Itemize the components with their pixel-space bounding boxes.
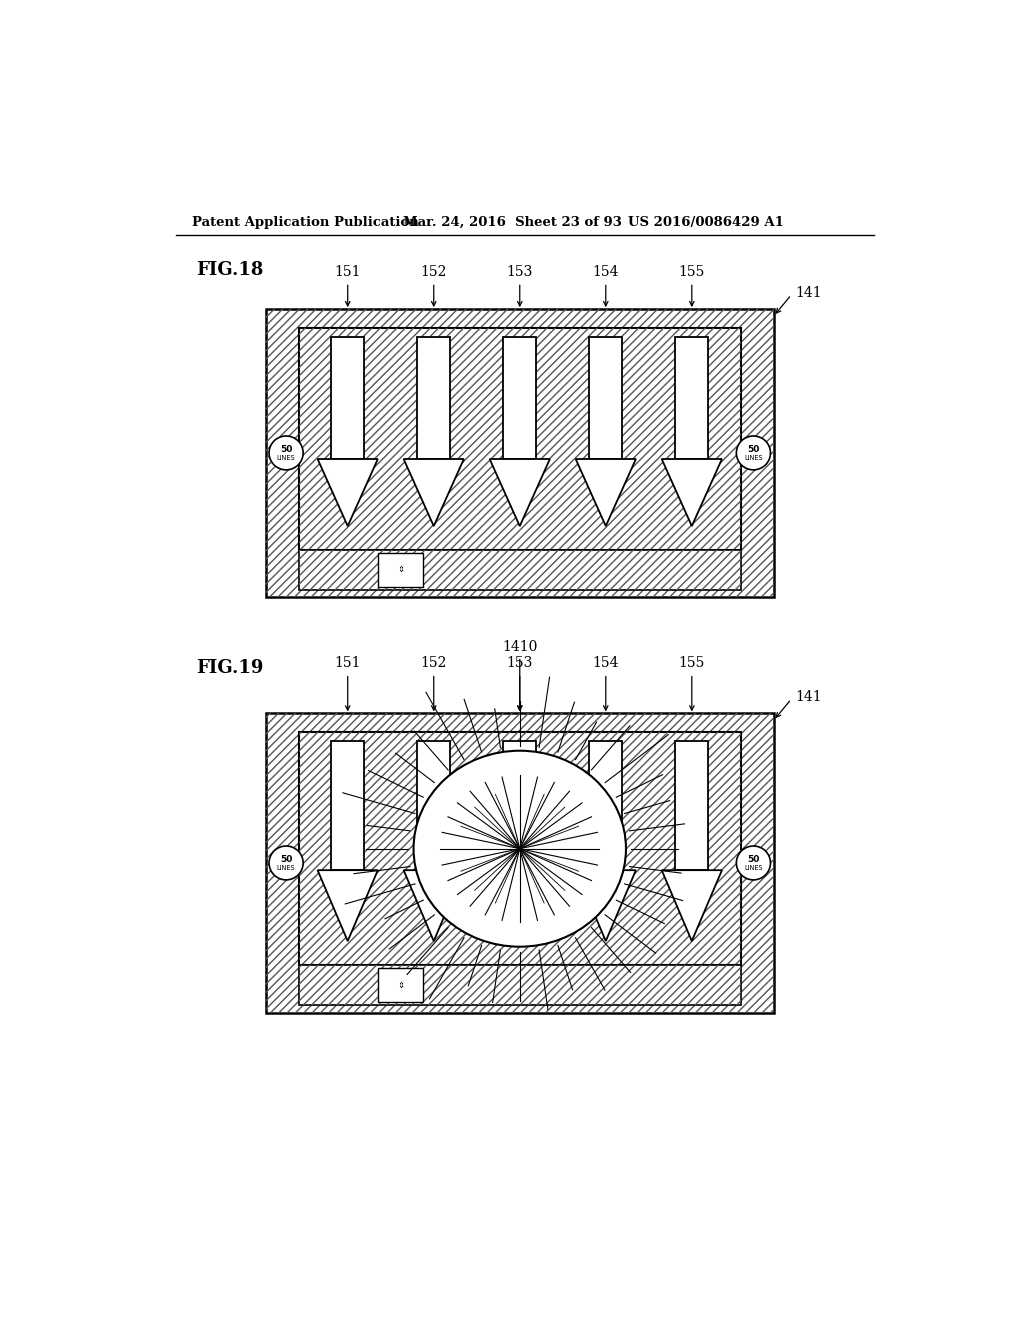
Polygon shape [662, 870, 722, 941]
Bar [378, 553, 423, 586]
Polygon shape [317, 459, 378, 527]
Polygon shape [403, 459, 464, 527]
Bar [418, 337, 451, 459]
Text: LINES: LINES [744, 866, 763, 871]
Text: 153: 153 [507, 265, 532, 280]
Bar [332, 742, 365, 870]
Ellipse shape [414, 751, 626, 946]
Text: 154: 154 [593, 265, 620, 280]
Bar [299, 549, 741, 590]
Text: 152: 152 [421, 656, 446, 671]
Text: 152: 152 [421, 265, 446, 280]
Text: ⇕: ⇕ [397, 565, 404, 574]
Text: 50: 50 [280, 854, 292, 863]
Bar [266, 713, 773, 1014]
Text: ⇕: ⇕ [397, 981, 404, 990]
Polygon shape [489, 870, 550, 941]
Bar [299, 549, 741, 590]
Text: Mar. 24, 2016  Sheet 23 of 93: Mar. 24, 2016 Sheet 23 of 93 [403, 216, 622, 230]
Bar [299, 965, 741, 1006]
Text: FIG.18: FIG.18 [197, 261, 263, 279]
Text: Patent Application Publication: Patent Application Publication [191, 216, 418, 230]
Text: 141: 141 [796, 690, 822, 705]
Text: 50: 50 [748, 854, 760, 863]
Polygon shape [403, 870, 464, 941]
Bar [332, 337, 365, 459]
Bar [266, 309, 773, 598]
Circle shape [269, 846, 303, 880]
Bar [676, 337, 709, 459]
Bar [299, 327, 741, 549]
Circle shape [736, 846, 770, 880]
Circle shape [736, 436, 770, 470]
Text: 155: 155 [679, 656, 705, 671]
Text: 151: 151 [335, 265, 361, 280]
Text: 151: 151 [335, 656, 361, 671]
Bar [299, 327, 741, 549]
Text: 1410: 1410 [502, 639, 538, 653]
Text: 50: 50 [280, 445, 292, 454]
Text: US 2016/0086429 A1: US 2016/0086429 A1 [628, 216, 783, 230]
Bar [676, 742, 709, 870]
Polygon shape [575, 459, 636, 527]
Text: 154: 154 [593, 656, 620, 671]
Polygon shape [575, 870, 636, 941]
Text: 50: 50 [748, 445, 760, 454]
Bar [418, 742, 451, 870]
Text: LINES: LINES [744, 455, 763, 461]
Text: FIG.19: FIG.19 [197, 659, 263, 677]
Polygon shape [662, 459, 722, 527]
Bar [590, 337, 623, 459]
Circle shape [269, 436, 303, 470]
Polygon shape [489, 459, 550, 527]
Text: LINES: LINES [276, 455, 295, 461]
Bar [266, 309, 773, 598]
Text: 155: 155 [679, 265, 705, 280]
Bar [299, 733, 741, 965]
Polygon shape [317, 870, 378, 941]
Bar [299, 733, 741, 965]
Bar [266, 713, 773, 1014]
Bar [378, 969, 423, 1002]
Bar [299, 965, 741, 1006]
Text: 153: 153 [507, 656, 532, 671]
Text: 141: 141 [796, 286, 822, 300]
Text: LINES: LINES [276, 866, 295, 871]
Bar [504, 742, 537, 870]
Bar [590, 742, 623, 870]
Bar [504, 337, 537, 459]
